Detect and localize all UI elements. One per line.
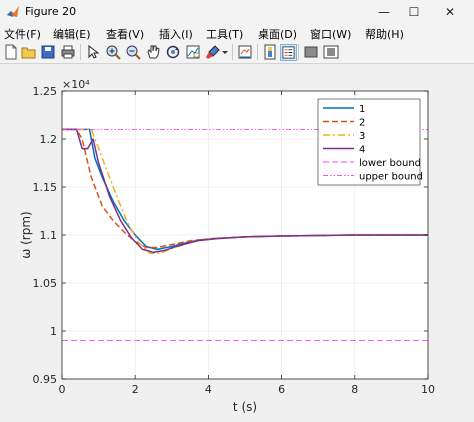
legend-label: 2: [359, 118, 365, 129]
maximize-button[interactable]: ☐: [408, 5, 420, 19]
figure-canvas: 0.95 1 1.05 1.1 1.15 1.2 1.25 0 2 4 6 8 10 ×10⁴ t (…: [0, 64, 474, 419]
link-plot-icon[interactable]: [237, 44, 253, 60]
legend-label: 3: [359, 131, 365, 142]
pan-icon[interactable]: [145, 44, 161, 60]
y-tick-label: 1.05: [33, 277, 58, 290]
arrow-select-icon[interactable]: [85, 44, 101, 60]
save-icon[interactable]: [40, 44, 56, 60]
x-tick-label: 8: [351, 383, 358, 396]
zoom-out-icon[interactable]: [125, 44, 141, 60]
x-tick-label: 0: [59, 383, 66, 396]
x-tick-label: 4: [205, 383, 212, 396]
series-line-2: [62, 128, 428, 249]
minimize-button[interactable]: —: [378, 5, 390, 19]
brush-icon[interactable]: [205, 44, 221, 60]
legend-box: [317, 98, 421, 186]
x-tick-label: 2: [132, 383, 139, 396]
menu-insert[interactable]: 插入(I): [159, 28, 193, 41]
y-tick-label: 1.25: [33, 85, 58, 98]
legend-label: upper bound: [359, 172, 423, 183]
menu-help[interactable]: 帮助(H): [365, 28, 404, 41]
y-tick-label: 1.15: [33, 181, 58, 194]
x-axis-label: t (s): [233, 400, 257, 414]
data-cursor-icon[interactable]: [185, 44, 201, 60]
menu-desktop[interactable]: 桌面(D): [258, 28, 298, 41]
y-tick-labels: 0.95 1 1.05 1.1 1.15 1.2 1.25: [33, 85, 58, 386]
menu-window[interactable]: 窗口(W): [310, 28, 352, 41]
legend-label: 4: [359, 145, 365, 156]
legend-label: lower bound: [359, 158, 421, 169]
menu-file[interactable]: 文件(F): [4, 28, 41, 41]
legend-icon[interactable]: [280, 44, 297, 61]
line-chart[interactable]: 0.95 1 1.05 1.1 1.15 1.2 1.25 0 2 4 6 8 10 ×10⁴ t (…: [0, 64, 474, 419]
figure-toolbar: [0, 41, 474, 64]
y-axis-label: ω (rpm): [19, 211, 33, 258]
y-tick-label: 1.2: [40, 133, 58, 146]
open-file-icon[interactable]: [21, 44, 37, 60]
x-tick-labels: 0 2 4 6 8 10: [59, 383, 436, 396]
title-bar[interactable]: Figure 20 — ☐ ✕: [0, 0, 474, 24]
legend-label: 1: [359, 104, 365, 115]
new-figure-icon[interactable]: [3, 44, 19, 60]
menu-view[interactable]: 查看(V): [106, 28, 145, 41]
y-tick-label: 1: [50, 325, 57, 338]
y-axis-multiplier: ×10⁴: [62, 78, 90, 91]
menu-bar: 文件(F) 编辑(E) 查看(V) 插入(I) 工具(T) 桌面(D) 窗口(W…: [0, 24, 474, 41]
y-tick-label: 0.95: [33, 373, 58, 386]
hide-plot-tools-icon[interactable]: [303, 44, 319, 60]
menu-tools[interactable]: 工具(T): [206, 28, 244, 41]
series-line-4: [62, 128, 428, 254]
print-icon[interactable]: [60, 44, 76, 60]
brush-dropdown-icon[interactable]: [221, 44, 229, 60]
x-tick-label: 10: [421, 383, 435, 396]
matlab-logo-icon: [7, 6, 19, 17]
y-tick-label: 1.1: [40, 229, 58, 242]
show-plot-tools-icon[interactable]: [323, 44, 339, 60]
menu-edit[interactable]: 编辑(E): [53, 28, 91, 41]
window-title: Figure 20: [25, 5, 77, 18]
axis-ticks: [61, 90, 429, 380]
x-tick-label: 6: [278, 383, 285, 396]
colorbar-icon[interactable]: [262, 44, 278, 60]
zoom-in-icon[interactable]: [105, 44, 121, 60]
close-button[interactable]: ✕: [444, 5, 456, 19]
rotate-3d-icon[interactable]: [165, 44, 181, 60]
legend[interactable]: 1 2 3 4 lower bound upper bound: [317, 98, 423, 186]
